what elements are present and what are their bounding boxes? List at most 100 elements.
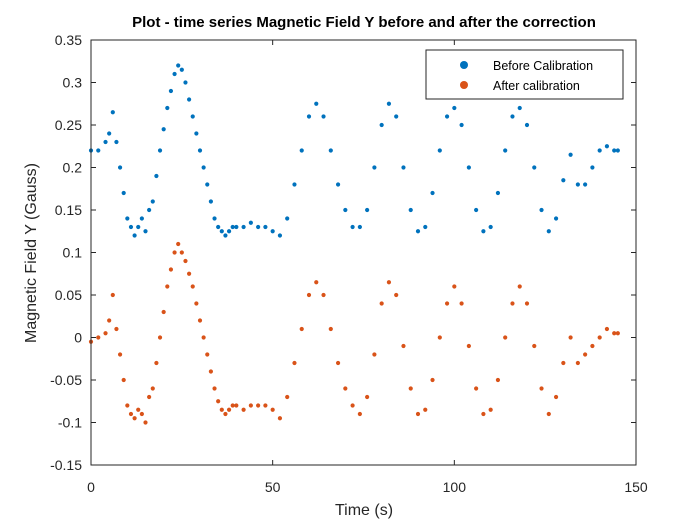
series-1-point-71 — [474, 386, 479, 391]
series-0-point-16 — [154, 173, 159, 179]
y-tick-label-0: -0.15 — [50, 457, 82, 473]
series-0-point-43 — [270, 229, 275, 234]
series-1-point-67 — [444, 301, 450, 306]
series-0-point-50 — [321, 114, 326, 119]
series-1-point-75 — [503, 335, 508, 340]
series-1-point-22 — [176, 241, 181, 247]
series-0-point-10 — [132, 233, 137, 238]
y-tick-label-4: 0.05 — [55, 287, 82, 303]
legend-marker-after — [460, 81, 468, 89]
series-1-point-66 — [437, 335, 442, 340]
series-0-point-23 — [179, 67, 184, 72]
x-tick-label-1: 50 — [265, 479, 281, 495]
series-0-point-85 — [575, 182, 580, 187]
series-0-point-32 — [212, 216, 217, 221]
series-1-point-15 — [150, 386, 155, 391]
series-1-point-30 — [205, 352, 210, 357]
series-0-point-81 — [546, 229, 551, 234]
series-0-point-65 — [430, 190, 435, 196]
series-0-point-3 — [107, 131, 112, 136]
series-1-point-85 — [575, 360, 580, 366]
series-1-point-41 — [256, 403, 261, 408]
series-1-point-29 — [201, 335, 206, 340]
series-1-point-78 — [524, 301, 530, 306]
series-0-point-38 — [234, 224, 239, 230]
series-1-point-70 — [466, 343, 471, 349]
series-1-point-69 — [459, 301, 464, 306]
series-0-point-44 — [277, 233, 283, 238]
y-tick-label-6: 0.15 — [55, 202, 82, 218]
series-0-point-60 — [394, 114, 399, 119]
series-1-point-21 — [172, 250, 177, 255]
series-1-point-64 — [423, 407, 428, 412]
series-0-point-56 — [365, 207, 370, 213]
series-0-point-58 — [379, 122, 384, 128]
y-tick-label-8: 0.25 — [55, 117, 82, 133]
y-tick-label-7: 0.2 — [63, 160, 83, 176]
series-1-point-6 — [117, 352, 123, 357]
series-0-point-90 — [612, 148, 617, 153]
series-1-point-51 — [328, 326, 333, 332]
series-0-point-11 — [136, 224, 141, 230]
series-1-point-88 — [597, 335, 602, 340]
series-0-point-30 — [205, 182, 210, 187]
series-1-point-53 — [343, 386, 348, 391]
series-0-point-68 — [452, 105, 457, 111]
series-1-point-55 — [357, 411, 362, 417]
series-1-point-31 — [208, 369, 213, 374]
series-1-point-90 — [612, 331, 617, 336]
series-0-point-87 — [590, 165, 595, 170]
series-0-point-33 — [216, 224, 221, 230]
y-tick-label-1: -0.1 — [58, 415, 82, 431]
series-1-point-52 — [335, 360, 341, 366]
series-1-point-19 — [165, 284, 170, 289]
series-1-point-79 — [532, 343, 537, 349]
series-0-point-91 — [615, 148, 620, 153]
series-0-point-28 — [197, 148, 203, 153]
series-0-point-8 — [125, 216, 130, 221]
y-tick-label-3: 0 — [74, 330, 82, 346]
x-axis-ticks: 0 50 100 150 — [87, 40, 648, 495]
series-1-point-42 — [263, 403, 268, 408]
series-0-point-74 — [495, 190, 501, 196]
series-0-point-78 — [524, 122, 530, 128]
series-1-point-17 — [157, 335, 163, 340]
series-1-point-28 — [197, 318, 203, 323]
series-1-point-1 — [96, 335, 101, 340]
series-0-point-12 — [139, 216, 144, 221]
series-1-point-91 — [615, 331, 620, 336]
series-1-point-5 — [114, 326, 119, 332]
series-0-point-27 — [194, 131, 199, 136]
series-1-point-35 — [223, 411, 228, 417]
series-1-point-61 — [401, 343, 406, 349]
series-0-point-52 — [335, 182, 341, 187]
series-1-point-56 — [365, 394, 370, 400]
series-1-point-37 — [230, 403, 235, 408]
series-0-point-70 — [466, 165, 471, 170]
series-0-point-59 — [386, 101, 392, 106]
series-1-point-43 — [270, 407, 275, 412]
series-0-point-51 — [328, 148, 333, 153]
series-0-point-72 — [481, 229, 486, 234]
series-0-point-89 — [604, 144, 610, 149]
series-1-point-33 — [216, 399, 221, 404]
series-0-point-67 — [444, 114, 450, 119]
series-1-point-18 — [161, 309, 166, 315]
series-1-point-60 — [394, 292, 399, 298]
series-1-point-3 — [107, 318, 112, 323]
series-0-point-26 — [190, 114, 195, 119]
series-1-point-26 — [190, 284, 195, 289]
series-1-point-57 — [372, 352, 377, 357]
series-1-point-11 — [136, 407, 141, 412]
series-1-point-63 — [415, 411, 421, 417]
series-1-point-23 — [179, 250, 184, 255]
x-axis-label: Time (s) — [335, 502, 393, 519]
series-1-point-25 — [187, 271, 192, 276]
series-1-point-81 — [546, 411, 551, 417]
series-1-point-36 — [226, 407, 232, 412]
series-0-point-82 — [553, 216, 559, 221]
series-0-point-55 — [357, 224, 362, 230]
series-0-point-18 — [161, 127, 166, 132]
series-1-point-38 — [234, 403, 239, 408]
